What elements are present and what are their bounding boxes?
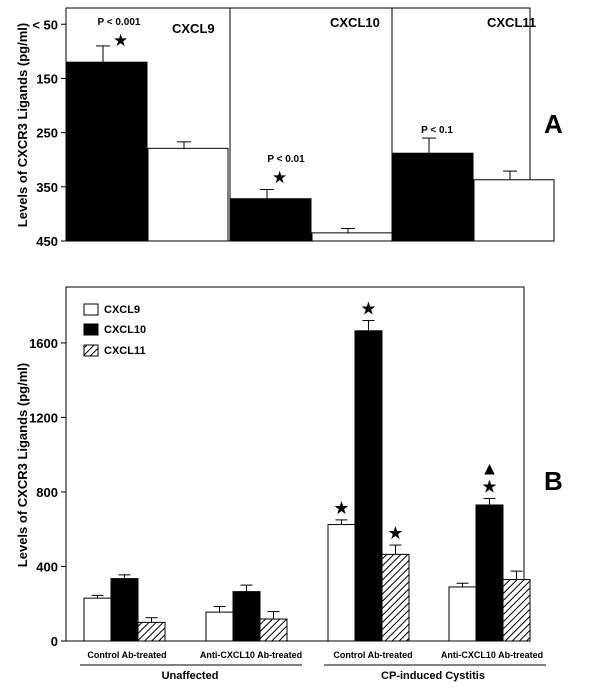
bar — [147, 147, 229, 242]
y-tick-label: 350 — [36, 180, 58, 195]
star-marker: ★ — [481, 476, 497, 496]
panel-a-plot: 450 350 250 150 < 50 — [32, 7, 555, 249]
y-tick-label: 400 — [36, 559, 58, 574]
bar — [475, 504, 504, 642]
star-marker-cxcl10: ★ — [272, 168, 287, 187]
star-marker-cxcl9: ★ — [113, 31, 128, 50]
bar — [502, 579, 531, 642]
y-tick-label: 150 — [36, 71, 58, 86]
section-label-cystitis: CP-induced Cystitis — [381, 670, 485, 682]
bar — [381, 553, 410, 642]
legend-label-cxcl11: CXCL11 — [104, 345, 146, 357]
legend-swatch-cxcl10 — [83, 323, 99, 336]
p-label-cxcl9: P < 0.001 — [98, 17, 141, 28]
y-tick-label: 1200 — [29, 410, 58, 425]
p-label-cxcl11: P < 0.1 — [421, 125, 453, 136]
bar — [66, 61, 148, 242]
panel-a-letter: A — [544, 109, 563, 139]
legend-swatch-cxcl9 — [83, 303, 99, 316]
bar — [137, 621, 166, 642]
y-tick-label: 250 — [36, 126, 58, 141]
group-label-2: Anti-CXCL10 Ab-treated — [200, 650, 302, 660]
y-tick-label: 0 — [51, 634, 58, 649]
bar — [232, 591, 261, 642]
star-marker: ★ — [360, 299, 376, 319]
bar — [327, 524, 356, 642]
panel-b-ylabel: Levels of CXCR3 Ligands (pg/ml) — [15, 363, 30, 567]
panel-a-ylabel: Levels of CXCR3 Ligands (pg/ml) — [15, 23, 30, 227]
legend-label-cxcl10: CXCL10 — [104, 324, 146, 336]
bar — [311, 232, 393, 242]
group-label-1: Control Ab-treated — [87, 650, 166, 660]
bar — [205, 611, 234, 642]
subpanel-title-cxcl9: CXCL9 — [172, 21, 215, 36]
y-tick-label: 450 — [36, 234, 58, 249]
subpanel-title-cxcl10: CXCL10 — [330, 15, 380, 30]
y-tick-label: 800 — [36, 485, 58, 500]
bar — [448, 586, 477, 642]
subpanel-title-cxcl11: CXCL11 — [487, 15, 536, 30]
bar — [392, 152, 474, 242]
bar — [83, 597, 112, 642]
panel-b-frame — [65, 286, 525, 642]
legend-label-cxcl9: CXCL9 — [104, 304, 140, 316]
y-tick-label: < 50 — [32, 17, 58, 32]
panel-b-letter: B — [544, 466, 563, 496]
bar — [110, 578, 139, 642]
bar — [354, 330, 383, 642]
y-tick-label: 1600 — [29, 336, 58, 351]
section-label-unaffected: Unaffected — [162, 670, 219, 682]
bar — [259, 618, 288, 642]
bar — [230, 198, 312, 242]
legend-swatch-cxcl11 — [83, 344, 99, 357]
p-label-cxcl10: P < 0.01 — [267, 154, 305, 165]
star-marker: ★ — [387, 523, 403, 543]
bar — [473, 179, 555, 242]
triangle-marker: ▲ — [481, 458, 499, 478]
group-label-4: Anti-CXCL10 Ab-treated — [441, 650, 543, 660]
group-label-3: Control Ab-treated — [333, 650, 412, 660]
star-marker: ★ — [333, 498, 349, 518]
